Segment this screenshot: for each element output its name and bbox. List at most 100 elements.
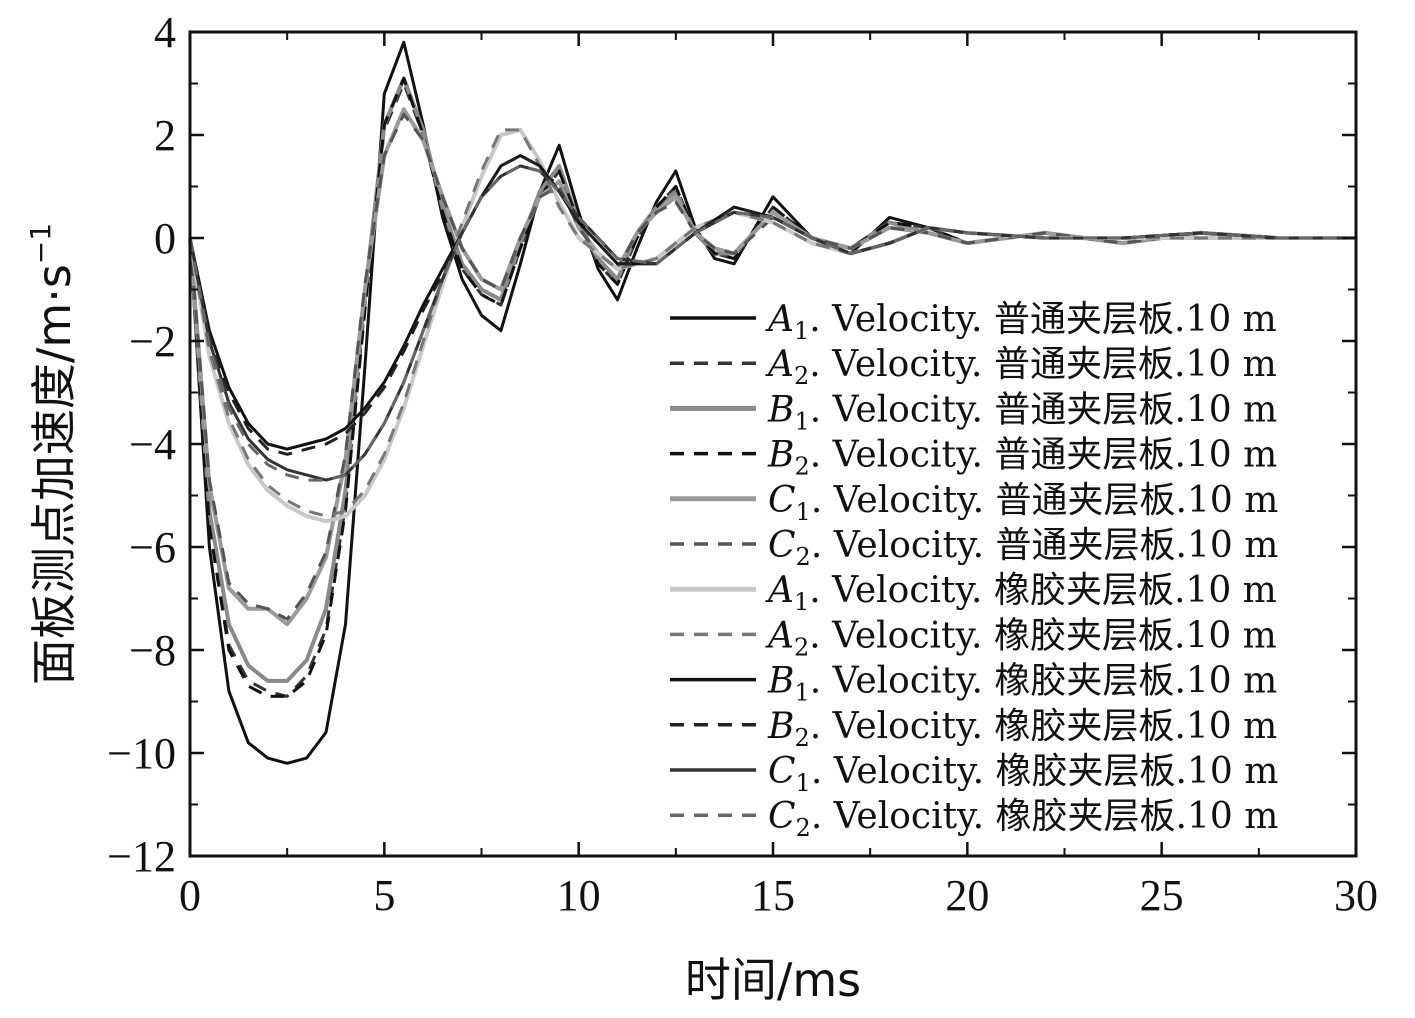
x-tick-label: 15 [751, 871, 795, 920]
legend-suffix: . Velocity. [811, 751, 996, 792]
x-tick-label: 30 [1334, 871, 1378, 920]
y-tick-label: 4 [154, 8, 176, 57]
legend-subscript: 1 [794, 317, 809, 345]
series-line-c2-rubber [188, 164, 1356, 482]
y-tick-label: −12 [107, 832, 176, 881]
legend-plate: 橡胶夹层板 [994, 615, 1174, 656]
y-tick-label: −10 [107, 729, 176, 778]
legend-subscript: 1 [794, 588, 809, 616]
legend-entry: C1. Velocity. 普通夹层板.10 m [768, 480, 1278, 526]
legend-plate: 普通夹层板 [994, 344, 1174, 385]
legend-entry: C2. Velocity. 橡胶夹层板.10 m [768, 796, 1278, 842]
series-layer [188, 40, 1356, 765]
y-axis-title-sup: −1 [24, 223, 57, 264]
legend-letter: A [765, 615, 794, 656]
legend-letter: C [768, 525, 796, 566]
legend-letter: A [765, 344, 794, 385]
ticks-layer: 0 5 10 15 20 25 30 −12 −10 −8 −6 −4 −2 0 2 4 [107, 8, 1378, 920]
legend-entry: C2. Velocity. 普通夹层板.10 m [768, 525, 1278, 571]
legend-subscript: 2 [794, 362, 809, 390]
y-tick-label: 0 [154, 214, 176, 263]
legend-plate: 橡胶夹层板 [994, 661, 1174, 702]
legend-unit: .10 m [1176, 751, 1279, 792]
legend-suffix: . Velocity. [809, 615, 994, 656]
legend-plate: 橡胶夹层板 [994, 570, 1174, 611]
legend-letter: B [767, 389, 794, 430]
legend-suffix: . Velocity. [811, 796, 996, 837]
legend-letter: C [768, 751, 796, 792]
legend-plate: 普通夹层板 [994, 435, 1174, 476]
legend-suffix: . Velocity. [810, 389, 995, 430]
legend-subscript: 1 [796, 498, 811, 526]
legend-entry: C1. Velocity. 橡胶夹层板.10 m [768, 751, 1278, 797]
legend-letter: A [765, 299, 794, 340]
x-tick-label: 0 [179, 871, 201, 920]
legend-subscript: 1 [794, 407, 809, 435]
legend-suffix: . Velocity. [809, 570, 994, 611]
legend-letter: C [768, 796, 796, 837]
x-axis-title: 时间/ms [685, 953, 861, 1007]
legend-plate: 普通夹层板 [994, 389, 1174, 430]
legend-unit: .10 m [1176, 796, 1279, 837]
y-axis-title-group: 面板测点加速度/m·s−1 [24, 223, 81, 685]
legend-unit: .10 m [1176, 525, 1279, 566]
x-tick-label: 20 [945, 871, 989, 920]
legend-unit: .10 m [1176, 480, 1279, 521]
y-axis-title: 面板测点加速度/m·s−1 [24, 223, 81, 685]
legend-suffix: . Velocity. [809, 299, 994, 340]
legend-subscript: 2 [794, 453, 809, 481]
y-tick-label: 2 [154, 111, 176, 160]
legend-entry: B2. Velocity. 橡胶夹层板.10 m [767, 706, 1277, 752]
legend-unit: .10 m [1174, 435, 1277, 476]
legend-unit: .10 m [1174, 389, 1277, 430]
legend-plate: 普通夹层板 [994, 299, 1174, 340]
legend-suffix: . Velocity. [810, 435, 995, 476]
legend-suffix: . Velocity. [811, 480, 996, 521]
legend-suffix: . Velocity. [810, 661, 995, 702]
x-tick-label: 25 [1140, 871, 1184, 920]
legend-entry: B1. Velocity. 普通夹层板.10 m [767, 389, 1277, 435]
legend-plate: 普通夹层板 [996, 480, 1176, 521]
y-tick-label: −4 [129, 420, 176, 469]
x-tick-label: 5 [373, 871, 395, 920]
legend-entry: B2. Velocity. 普通夹层板.10 m [767, 435, 1277, 481]
series-line-b2-normal [188, 76, 1356, 698]
legend-unit: .10 m [1174, 570, 1277, 611]
legend-letter: B [767, 435, 794, 476]
legend-subscript: 1 [794, 679, 809, 707]
legend-unit: .10 m [1174, 615, 1277, 656]
legend-subscript: 2 [794, 633, 809, 661]
y-axis-title-main: 面板测点加速度/m·s [27, 264, 81, 685]
legend-subscript: 1 [796, 769, 811, 797]
y-tick-label: −2 [129, 317, 176, 366]
y-tick-label: −8 [129, 626, 176, 675]
legend-plate: 橡胶夹层板 [996, 751, 1176, 792]
legend-suffix: . Velocity. [811, 525, 996, 566]
legend-unit: .10 m [1174, 661, 1277, 702]
legend-suffix: . Velocity. [809, 344, 994, 385]
legend-suffix: . Velocity. [810, 706, 995, 747]
x-tick-label: 10 [557, 871, 601, 920]
legend-plate: 普通夹层板 [996, 525, 1176, 566]
legend-subscript: 2 [796, 814, 811, 842]
legend-entry: A2. Velocity. 橡胶夹层板.10 m [765, 615, 1277, 661]
legend-unit: .10 m [1174, 299, 1277, 340]
legend-subscript: 2 [794, 724, 809, 752]
legend-unit: .10 m [1174, 706, 1277, 747]
legend-letter: B [767, 706, 794, 747]
legend-plate: 橡胶夹层板 [994, 706, 1174, 747]
series-line-a1-normal [188, 40, 1356, 765]
legend-letter: B [767, 661, 794, 702]
legend-entry: A2. Velocity. 普通夹层板.10 m [765, 344, 1277, 390]
legend-entry: A1. Velocity. 橡胶夹层板.10 m [765, 570, 1277, 616]
legend-plate: 橡胶夹层板 [996, 796, 1176, 837]
legend-entry: A1. Velocity. 普通夹层板.10 m [765, 299, 1277, 345]
legend-entry: B1. Velocity. 橡胶夹层板.10 m [767, 661, 1277, 707]
legend-letter: C [768, 480, 796, 521]
y-tick-label: −6 [129, 523, 176, 572]
legend-unit: .10 m [1174, 344, 1277, 385]
legend: A1. Velocity. 普通夹层板.10 mA2. Velocity. 普通… [670, 299, 1278, 842]
legend-letter: A [765, 570, 794, 611]
legend-subscript: 2 [796, 543, 811, 571]
